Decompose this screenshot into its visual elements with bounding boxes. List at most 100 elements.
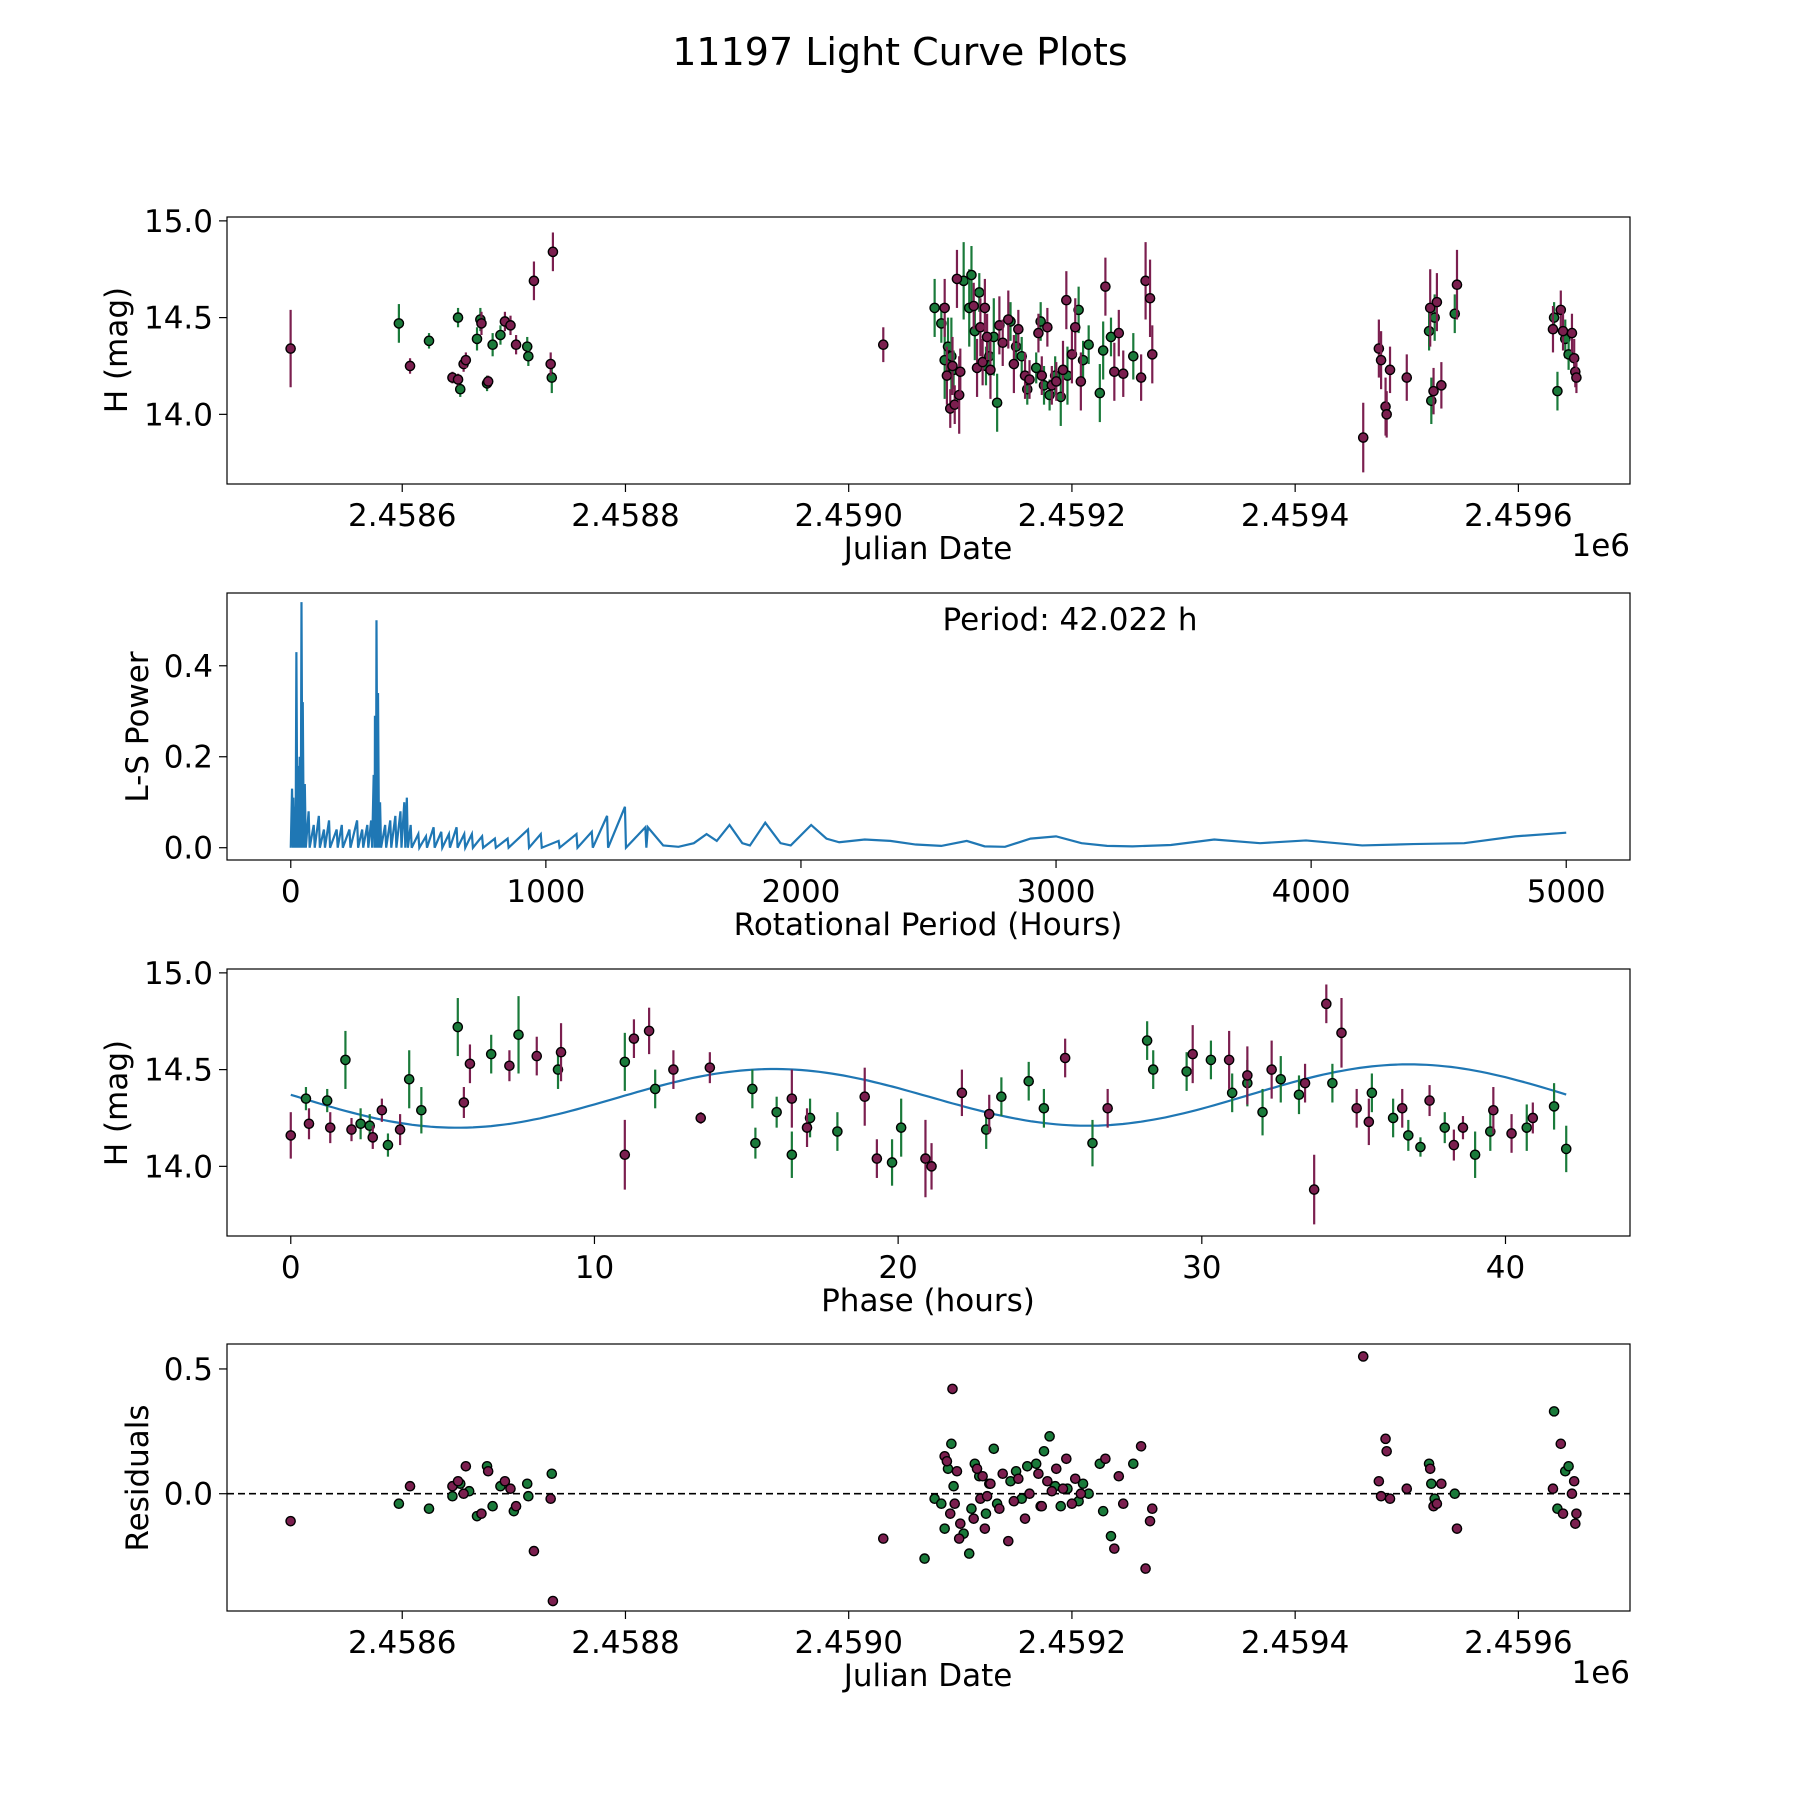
- data-point: [1242, 1070, 1253, 1081]
- x-tick-label: 2.4590: [794, 1625, 902, 1661]
- data-point: [1100, 281, 1111, 292]
- data-point: [1363, 1116, 1375, 1128]
- data-point: [376, 1104, 388, 1116]
- data-point: [1019, 1513, 1031, 1524]
- y-tick-label: 0.4: [164, 649, 213, 685]
- x-tick-label: 3000: [1017, 874, 1096, 910]
- data-point: [1436, 380, 1447, 391]
- data-point: [1038, 1103, 1050, 1114]
- data-point: [1077, 1478, 1089, 1490]
- data-point: [871, 1153, 883, 1164]
- y-tick-label: 0.2: [164, 740, 213, 776]
- data-point: [985, 364, 996, 376]
- data-point: [1327, 1077, 1338, 1089]
- data-point: [505, 320, 516, 331]
- data-point: [555, 1046, 567, 1058]
- residuals-x-ticks: 2.4586 2.4588 2.4590 2.4592 2.4594 2.4596: [348, 1611, 1573, 1661]
- data-point: [1403, 1130, 1414, 1141]
- light-curve-x-offset: 1e6: [1571, 528, 1630, 564]
- data-point: [458, 1097, 470, 1108]
- light-curve-frame: [226, 216, 1631, 485]
- x-tick-label: 2.4590: [794, 498, 902, 534]
- data-point: [303, 1118, 315, 1130]
- data-point: [460, 354, 472, 366]
- data-point: [1426, 1478, 1437, 1490]
- data-point: [355, 1118, 366, 1130]
- periodogram-y-ticks: 0.0 0.2 0.4: [164, 649, 227, 867]
- data-point: [1083, 339, 1094, 350]
- data-point: [919, 1553, 930, 1564]
- data-point: [1555, 1438, 1567, 1450]
- data-point: [1527, 1112, 1539, 1124]
- data-point: [1147, 1064, 1159, 1075]
- data-point: [1003, 1535, 1014, 1547]
- data-point: [452, 312, 464, 323]
- periodogram-panel: 0 1000 2000 3000 4000 5000 0.0 0.2 0.4 Rotation…: [120, 592, 1631, 943]
- x-tick-label: 2.4586: [348, 498, 456, 534]
- data-point: [546, 372, 558, 383]
- data-point: [1571, 1508, 1582, 1519]
- data-point: [877, 339, 889, 350]
- data-point: [1036, 1500, 1048, 1512]
- data-point: [403, 1073, 415, 1085]
- data-point: [547, 1595, 559, 1607]
- data-point: [499, 1475, 511, 1487]
- phase-x-label: Phase (hours): [821, 1283, 1035, 1319]
- data-point: [973, 287, 985, 298]
- data-point: [895, 1122, 907, 1133]
- data-point: [1451, 279, 1463, 291]
- ls-power-line: [289, 602, 1567, 852]
- data-point: [346, 1124, 357, 1135]
- data-point: [1113, 327, 1125, 339]
- data-point: [1423, 325, 1435, 337]
- x-tick-label: 2.4588: [571, 1625, 679, 1661]
- data-point: [447, 1490, 458, 1502]
- data-point: [981, 1490, 993, 1502]
- data-point: [367, 1132, 379, 1143]
- data-point: [649, 1083, 661, 1095]
- data-point: [1226, 1087, 1238, 1099]
- x-tick-label: 20: [878, 1250, 917, 1286]
- data-point: [523, 1490, 534, 1502]
- data-point: [1024, 374, 1035, 385]
- residuals-panel: 2.4586 2.4588 2.4590 2.4592 2.4594 2.4596 0.0…: [120, 1343, 1631, 1694]
- data-point: [471, 333, 483, 345]
- data-point: [953, 389, 965, 401]
- data-point: [1008, 358, 1020, 370]
- data-point: [1266, 1064, 1277, 1075]
- x-tick-label: 2.4596: [1464, 498, 1572, 534]
- data-point: [1059, 1052, 1071, 1064]
- data-point: [1146, 349, 1158, 360]
- data-point: [1469, 1149, 1481, 1161]
- data-point: [393, 318, 405, 329]
- data-point: [1357, 1351, 1369, 1362]
- data-point: [476, 318, 487, 329]
- data-point: [1187, 1048, 1199, 1060]
- data-point: [1428, 385, 1439, 397]
- data-point: [695, 1112, 707, 1124]
- data-point: [948, 1480, 959, 1492]
- periodogram-x-ticks: 0 1000 2000 3000 4000 5000: [281, 860, 1606, 910]
- data-point: [1069, 321, 1081, 333]
- data-point: [1135, 372, 1147, 383]
- data-point: [1024, 1488, 1035, 1500]
- phase-points: [285, 984, 1572, 1225]
- period-annotation: Period: 42.022 h: [943, 602, 1198, 638]
- data-point: [1571, 372, 1582, 383]
- data-point: [482, 1465, 494, 1477]
- data-point: [1105, 1530, 1117, 1542]
- data-point: [1506, 1128, 1517, 1139]
- data-point: [859, 1091, 871, 1102]
- x-tick-label: 2.4594: [1241, 1625, 1349, 1661]
- data-point: [1117, 368, 1129, 380]
- data-point: [487, 339, 498, 350]
- data-point: [966, 269, 977, 281]
- data-point: [1424, 1463, 1436, 1475]
- data-point: [1547, 323, 1559, 335]
- data-point: [936, 1498, 947, 1510]
- data-point: [452, 1021, 464, 1033]
- data-point: [1097, 1505, 1109, 1517]
- data-point: [1293, 1089, 1305, 1101]
- data-point: [1109, 1543, 1120, 1554]
- x-tick-label: 2.4592: [1018, 498, 1126, 534]
